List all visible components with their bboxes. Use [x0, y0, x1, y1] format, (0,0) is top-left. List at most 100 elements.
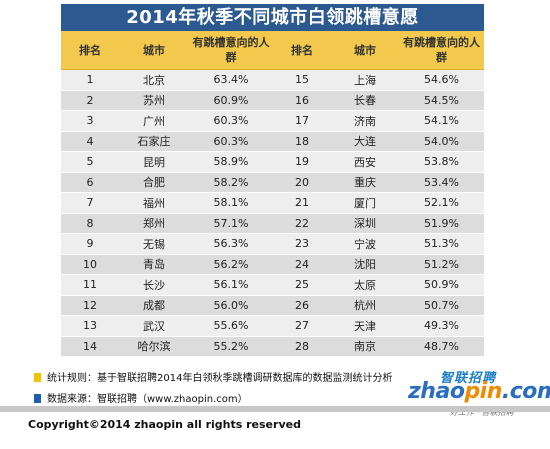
- city-cell: 天津: [331, 315, 399, 337]
- rank-cell: 27: [273, 315, 331, 337]
- rank-cell: 19: [273, 151, 331, 173]
- rank-cell: 10: [61, 254, 119, 275]
- rank-cell: 6: [61, 172, 119, 193]
- percent-cell: 54.5%: [399, 90, 484, 111]
- percent-cell: 50.9%: [399, 274, 484, 296]
- table-row: 6 合肥 58.2% 20 重庆 53.4%: [61, 172, 484, 193]
- note-rule: 统计规则：基于智联招聘2014年白领秋季跳槽调研数据库的数据监测统计分析: [34, 369, 392, 384]
- rank-cell: 18: [273, 131, 331, 152]
- column-header-rank: 排名: [61, 31, 119, 70]
- table-row: 8 郑州 57.1% 22 深圳 51.9%: [61, 213, 484, 234]
- city-cell: 无锡: [119, 233, 189, 255]
- percent-cell: 58.9%: [189, 151, 273, 173]
- page-title: 2014年秋季不同城市白领跳槽意愿: [61, 4, 484, 31]
- city-cell: 沈阳: [331, 254, 399, 275]
- rank-cell: 25: [273, 274, 331, 296]
- city-cell: 青岛: [119, 254, 189, 275]
- percent-cell: 54.1%: [399, 110, 484, 132]
- city-cell: 大连: [331, 131, 399, 152]
- city-cell: 杭州: [331, 295, 399, 316]
- rank-cell: 15: [273, 69, 331, 91]
- note-source-text: 数据来源：智联招聘（www.zhaopin.com）: [47, 394, 248, 405]
- blue-square-icon: [34, 394, 41, 403]
- city-cell: 苏州: [119, 90, 189, 111]
- table-row: 2 苏州 60.9% 16 长春 54.5%: [61, 90, 484, 111]
- rank-cell: 24: [273, 254, 331, 275]
- column-header-city: 城市: [119, 31, 189, 70]
- logo-brand: 智联招聘: [440, 371, 497, 386]
- percent-cell: 56.2%: [189, 254, 273, 275]
- percent-cell: 54.6%: [399, 69, 484, 91]
- city-cell: 哈尔滨: [119, 336, 189, 357]
- percent-cell: 55.6%: [189, 315, 273, 337]
- note-rule-text: 统计规则：基于智联招聘2014年白领秋季跳槽调研数据库的数据监测统计分析: [47, 373, 393, 384]
- table-row: 5 昆明 58.9% 19 西安 53.8%: [61, 151, 484, 173]
- city-cell: 济南: [331, 110, 399, 132]
- rank-cell: 4: [61, 131, 119, 152]
- ranking-table: 排名 城市 有跳槽意向的人群 排名 城市 有跳槽意向的人群 1 北京 63.4% 15…: [61, 31, 484, 357]
- table-row: 13 武汉 55.6% 27 天津 49.3%: [61, 315, 484, 337]
- percent-cell: 56.0%: [189, 295, 273, 316]
- table-row: 11 长沙 56.1% 25 太原 50.9%: [61, 274, 484, 296]
- table-row: 9 无锡 56.3% 23 宁波 51.3%: [61, 233, 484, 255]
- percent-cell: 57.1%: [189, 213, 273, 234]
- rank-cell: 7: [61, 192, 119, 214]
- city-cell: 南京: [331, 336, 399, 357]
- percent-cell: 56.1%: [189, 274, 273, 296]
- table-row: 1 北京 63.4% 15 上海 54.6%: [61, 69, 484, 91]
- rank-cell: 17: [273, 110, 331, 132]
- rank-cell: 16: [273, 90, 331, 111]
- city-cell: 北京: [119, 69, 189, 91]
- rank-cell: 13: [61, 315, 119, 337]
- city-cell: 石家庄: [119, 131, 189, 152]
- note-source: 数据来源：智联招聘（www.zhaopin.com）: [34, 390, 248, 405]
- city-cell: 长春: [331, 90, 399, 111]
- table-row: 3 广州 60.3% 17 济南 54.1%: [61, 110, 484, 132]
- percent-cell: 51.3%: [399, 233, 484, 255]
- column-header-city: 城市: [331, 31, 399, 70]
- city-cell: 太原: [331, 274, 399, 296]
- rank-cell: 2: [61, 90, 119, 111]
- table-row: 14 哈尔滨 55.2% 28 南京 48.7%: [61, 336, 484, 357]
- city-cell: 福州: [119, 192, 189, 214]
- percent-cell: 51.9%: [399, 213, 484, 234]
- city-cell: 长沙: [119, 274, 189, 296]
- logo-site-main: zhao: [408, 379, 465, 404]
- zhaopin-logo: 智联招聘 zhaopin.com 好工作 · 智联招聘: [404, 365, 550, 423]
- city-cell: 重庆: [331, 172, 399, 193]
- city-cell: 郑州: [119, 213, 189, 234]
- percent-cell: 54.0%: [399, 131, 484, 152]
- city-cell: 深圳: [331, 213, 399, 234]
- rank-cell: 28: [273, 336, 331, 357]
- table-row: 4 石家庄 60.3% 18 大连 54.0%: [61, 131, 484, 152]
- column-header-intent: 有跳槽意向的人群: [399, 31, 484, 70]
- percent-cell: 48.7%: [399, 336, 484, 357]
- logo-site: zhaopin.com: [408, 379, 550, 404]
- table-header: 排名 城市 有跳槽意向的人群 排名 城市 有跳槽意向的人群: [61, 31, 484, 70]
- percent-cell: 51.2%: [399, 254, 484, 275]
- percent-cell: 55.2%: [189, 336, 273, 357]
- percent-cell: 52.1%: [399, 192, 484, 214]
- percent-cell: 49.3%: [399, 315, 484, 337]
- table-row: 12 成都 56.0% 26 杭州 50.7%: [61, 295, 484, 316]
- city-cell: 武汉: [119, 315, 189, 337]
- table-row: 7 福州 58.1% 21 厦门 52.1%: [61, 192, 484, 214]
- rank-cell: 8: [61, 213, 119, 234]
- percent-cell: 56.3%: [189, 233, 273, 255]
- percent-cell: 53.4%: [399, 172, 484, 193]
- rank-cell: 26: [273, 295, 331, 316]
- rank-cell: 5: [61, 151, 119, 173]
- logo-slogan: 好工作 · 智联招聘: [450, 408, 514, 417]
- column-header-intent: 有跳槽意向的人群: [189, 31, 273, 70]
- city-cell: 成都: [119, 295, 189, 316]
- city-cell: 上海: [331, 69, 399, 91]
- table-body: 1 北京 63.4% 15 上海 54.6% 2 苏州 60.9% 16 长春 54.5% 3 广州 60.…: [61, 69, 484, 357]
- city-cell: 广州: [119, 110, 189, 132]
- rank-cell: 3: [61, 110, 119, 132]
- percent-cell: 58.1%: [189, 192, 273, 214]
- rank-cell: 22: [273, 213, 331, 234]
- percent-cell: 63.4%: [189, 69, 273, 91]
- rank-cell: 21: [273, 192, 331, 214]
- rank-cell: 11: [61, 274, 119, 296]
- table-row: 10 青岛 56.2% 24 沈阳 51.2%: [61, 254, 484, 275]
